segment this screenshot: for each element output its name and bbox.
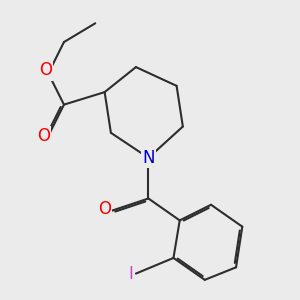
Text: O: O xyxy=(37,127,50,145)
Text: O: O xyxy=(98,200,111,218)
Text: I: I xyxy=(129,265,134,283)
Text: N: N xyxy=(142,149,155,167)
Text: O: O xyxy=(39,61,52,79)
